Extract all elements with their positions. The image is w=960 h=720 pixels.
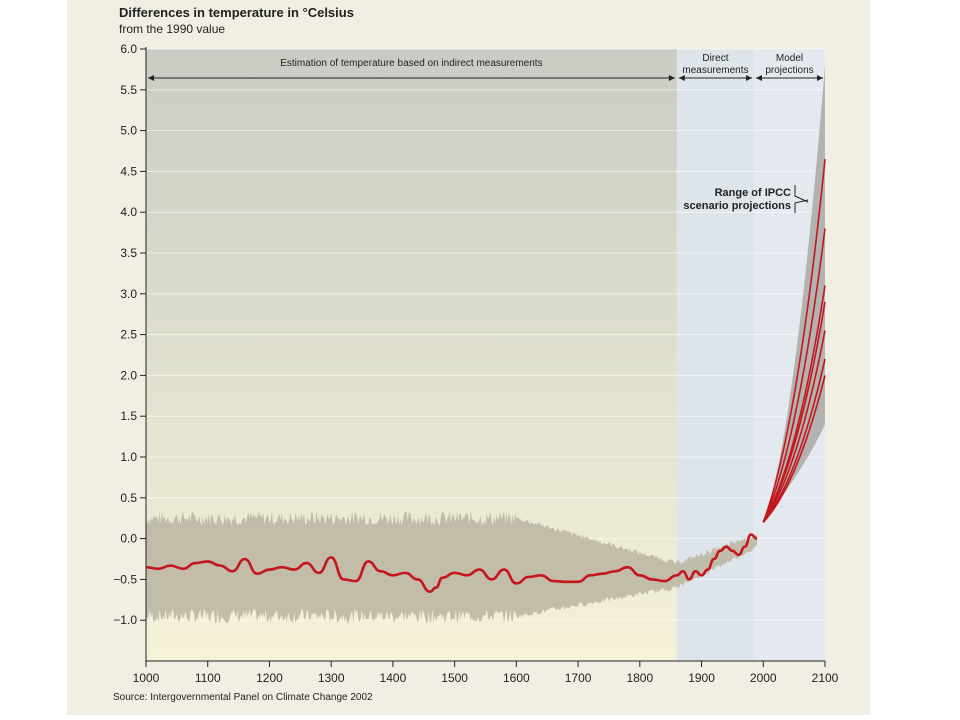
region-arrowhead xyxy=(817,75,823,81)
region-label: measurements xyxy=(682,65,748,76)
x-tick-label: 1700 xyxy=(565,671,592,685)
region-labels: Estimation of temperature based on indir… xyxy=(148,53,823,81)
y-tick-label: 1.5 xyxy=(120,409,137,423)
source-note: Source: Intergovernmental Panel on Clima… xyxy=(113,692,373,703)
x-tick-label: 2000 xyxy=(750,671,777,685)
chart-panel: Differences in temperature in °Celsius f… xyxy=(67,0,870,715)
x-tick-label: 1500 xyxy=(441,671,468,685)
projection-range-area-shape xyxy=(763,65,825,523)
region-arrowhead xyxy=(746,75,753,81)
y-tick-label: 4.5 xyxy=(120,164,137,178)
annotation-label: Range of IPCC xyxy=(715,187,791,199)
x-tick-label: 1300 xyxy=(318,671,345,685)
chart-subtitle: from the 1990 value xyxy=(119,22,225,36)
series-line-projection xyxy=(762,301,826,523)
x-tick-label: 1900 xyxy=(688,671,715,685)
y-tick-label: 0.0 xyxy=(120,532,137,546)
y-tick-label: 3.0 xyxy=(120,287,137,301)
series-line-observed xyxy=(145,533,758,593)
region-label: Direct xyxy=(702,53,728,64)
y-tick-label: −1.0 xyxy=(113,613,137,627)
region-arrowhead xyxy=(148,75,154,81)
y-tick-label: 5.5 xyxy=(120,83,137,97)
series-lines xyxy=(145,159,826,593)
y-tick-label: 0.5 xyxy=(120,491,137,505)
x-tick-label: 1100 xyxy=(195,671,221,685)
annotation-bracket xyxy=(794,185,809,213)
y-tick-label: 6.0 xyxy=(120,42,137,56)
region-arrowhead xyxy=(668,75,675,81)
uncertainty-band xyxy=(146,510,758,624)
region-label: Estimation of temperature based on indir… xyxy=(280,58,542,69)
y-tick-label: 4.0 xyxy=(120,205,137,219)
y-tick-label: 1.0 xyxy=(120,450,137,464)
region-arrowhead xyxy=(678,75,685,81)
region-arrowhead xyxy=(756,75,763,81)
x-tick-label: 1800 xyxy=(626,671,653,685)
x-tick-label: 2100 xyxy=(812,671,839,685)
chart: Differences in temperature in °Celsius f… xyxy=(113,5,839,703)
x-tick-label: 1400 xyxy=(380,671,407,685)
x-tick-label: 1000 xyxy=(133,671,160,685)
gridlines xyxy=(146,48,825,621)
x-tick-label: 1200 xyxy=(256,671,283,685)
chart-title: Differences in temperature in °Celsius xyxy=(119,5,354,20)
y-tick-label: 3.5 xyxy=(120,246,137,260)
uncertainty-band-shape xyxy=(146,510,758,624)
region-label: Model xyxy=(776,53,803,64)
projection-range-area xyxy=(763,65,825,523)
series-line-projection xyxy=(762,228,826,523)
y-tick-label: −0.5 xyxy=(113,572,137,586)
region-label: projections xyxy=(765,65,813,76)
y-tick-label: 2.5 xyxy=(120,328,137,342)
series-line-projection xyxy=(762,330,826,523)
annotation-label: scenario projections xyxy=(683,200,791,212)
series-line-projection xyxy=(762,159,826,523)
y-tick-label: 2.0 xyxy=(120,368,137,382)
y-tick-label: 5.0 xyxy=(120,124,137,138)
x-tick-label: 1600 xyxy=(503,671,530,685)
axes: 6.0 5.5 5.0 4.5 4.0 3.5 3.0 2.5 2.0 1.5 1.0 0.5 0.0 −… xyxy=(113,42,838,685)
series-line-projection xyxy=(762,375,826,523)
